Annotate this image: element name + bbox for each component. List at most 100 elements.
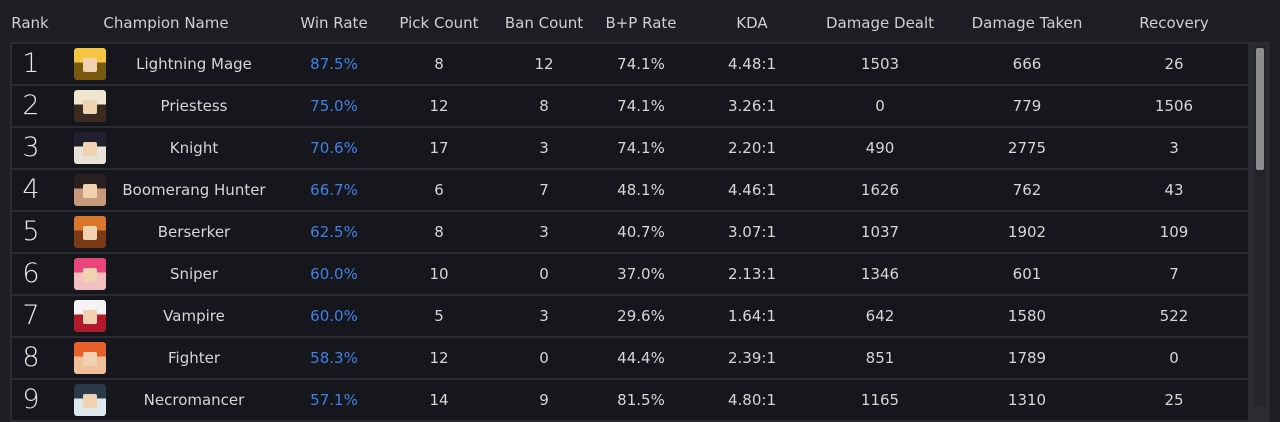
stat-cell: 58.3% [310,349,358,367]
stat-cell: 762 [1012,181,1042,199]
stat-cell: 25 [1164,391,1184,409]
column-header[interactable]: Recovery [1139,14,1209,32]
stat-cell: 4.46:1 [728,181,776,199]
stat-cell: 17 [429,139,449,157]
stat-cell: 81.5% [617,391,665,409]
stat-cell: 0 [539,349,549,367]
icon-face [83,352,97,366]
stat-cell: 1165 [860,391,900,409]
column-header[interactable]: B+P Rate [605,14,677,32]
stat-cell: 779 [1012,97,1042,115]
stat-cell: 666 [1012,55,1042,73]
table-row[interactable]: 7 Vampire 60.0% 5 3 29.6% 1.64:1 642 1580 522 [12,296,1248,336]
column-header[interactable]: KDA [736,14,768,32]
stat-cell: 5 [434,307,444,325]
champion-icon [74,342,106,374]
stat-cell: 8 [434,223,444,241]
stat-cell: 3 [539,307,549,325]
champion-icon [74,384,106,416]
stat-cell: 66.7% [310,181,358,199]
stat-cell: 8 [539,97,549,115]
stat-cell: 1346 [860,265,900,283]
stat-cell: 14 [429,391,449,409]
stat-cell: 522 [1159,307,1189,325]
stat-cell: 1.64:1 [728,307,776,325]
stat-cell: 8 [434,55,444,73]
stat-cell: 44.4% [617,349,665,367]
table-row[interactable]: 5 Berserker 62.5% 8 3 40.7% 3.07:1 1037 1902 109 [12,212,1248,252]
icon-face [83,268,97,282]
table-row[interactable]: 1 Lightning Mage 87.5% 8 12 74.1% 4.48:1 1503 66… [12,44,1248,84]
champion-name: Lightning Mage [136,55,252,73]
stat-cell: 60.0% [310,307,358,325]
column-header[interactable]: Ban Count [504,14,584,32]
stat-cell: 7 [539,181,549,199]
icon-face [83,58,97,72]
stat-cell: 7 [1169,265,1179,283]
stat-cell: 12 [534,55,554,73]
rank: 9 [22,384,40,415]
stat-cell: 642 [865,307,895,325]
column-header[interactable]: Damage Dealt [825,14,935,32]
champion-name: Boomerang Hunter [122,181,266,199]
table-row[interactable]: 2 Priestess 75.0% 12 8 74.1% 3.26:1 0 779 1506 [12,86,1248,126]
icon-face [83,310,97,324]
stat-cell: 12 [429,97,449,115]
stat-cell: 40.7% [617,223,665,241]
stat-cell: 74.1% [617,97,665,115]
column-header[interactable]: Champion Name [103,14,229,32]
icon-face [83,184,97,198]
stat-cell: 60.0% [310,265,358,283]
stat-cell: 74.1% [617,55,665,73]
champion-name: Priestess [160,97,228,115]
rank: 5 [22,216,40,247]
column-header[interactable]: Pick Count [399,14,479,32]
champion-icon [74,90,106,122]
icon-face [83,394,97,408]
table-row[interactable]: 8 Fighter 58.3% 12 0 44.4% 2.39:1 851 1789 0 [12,338,1248,378]
stat-cell: 601 [1012,265,1042,283]
stat-cell: 43 [1164,181,1184,199]
stat-cell: 851 [865,349,895,367]
stat-cell: 87.5% [310,55,358,73]
champion-name: Vampire [163,307,225,325]
table-row[interactable]: 3 Knight 70.6% 17 3 74.1% 2.20:1 490 2775 3 [12,128,1248,168]
stat-cell: 1310 [1007,391,1047,409]
stat-cell: 29.6% [617,307,665,325]
stat-cell: 4.80:1 [728,391,776,409]
champion-name: Necromancer [143,391,245,409]
column-header[interactable]: Win Rate [300,14,368,32]
table-row[interactable]: 4 Boomerang Hunter 66.7% 6 7 48.1% 4.46:1 1626 7… [12,170,1248,210]
column-header[interactable]: Damage Taken [971,14,1083,32]
stat-cell: 0 [539,265,549,283]
stat-cell: 1506 [1154,97,1194,115]
stat-cell: 1789 [1007,349,1047,367]
stat-cell: 6 [434,181,444,199]
rank: 3 [22,132,40,163]
scrollbar-thumb[interactable] [1256,48,1264,170]
page: Rank Champion Name Win Rate Pick Count Ban C… [10,14,1270,422]
rank: 6 [22,258,40,289]
stat-cell: 3 [539,139,549,157]
stat-cell: 3.26:1 [728,97,776,115]
stat-cell: 109 [1159,223,1189,241]
stat-cell: 2.39:1 [728,349,776,367]
icon-face [83,142,97,156]
stat-cell: 70.6% [310,139,358,157]
stat-cell: 4.48:1 [728,55,776,73]
champion-name: Berserker [157,223,231,241]
stat-cell: 0 [875,97,885,115]
stat-cell: 3 [539,223,549,241]
rank: 7 [22,300,40,331]
champion-name: Sniper [169,265,219,283]
table-row[interactable]: 6 Sniper 60.0% 10 0 37.0% 2.13:1 1346 601 7 [12,254,1248,294]
rank: 1 [22,48,40,79]
stat-cell: 0 [1169,349,1179,367]
rank: 8 [22,342,40,373]
stat-cell: 10 [429,265,449,283]
stat-cell: 1580 [1007,307,1047,325]
stat-cell: 1037 [860,223,900,241]
table-row[interactable]: 9 Necromancer 57.1% 14 9 81.5% 4.80:1 1165 1310 2… [12,380,1248,420]
champion-icon [74,132,106,164]
column-header[interactable]: Rank [11,14,49,32]
